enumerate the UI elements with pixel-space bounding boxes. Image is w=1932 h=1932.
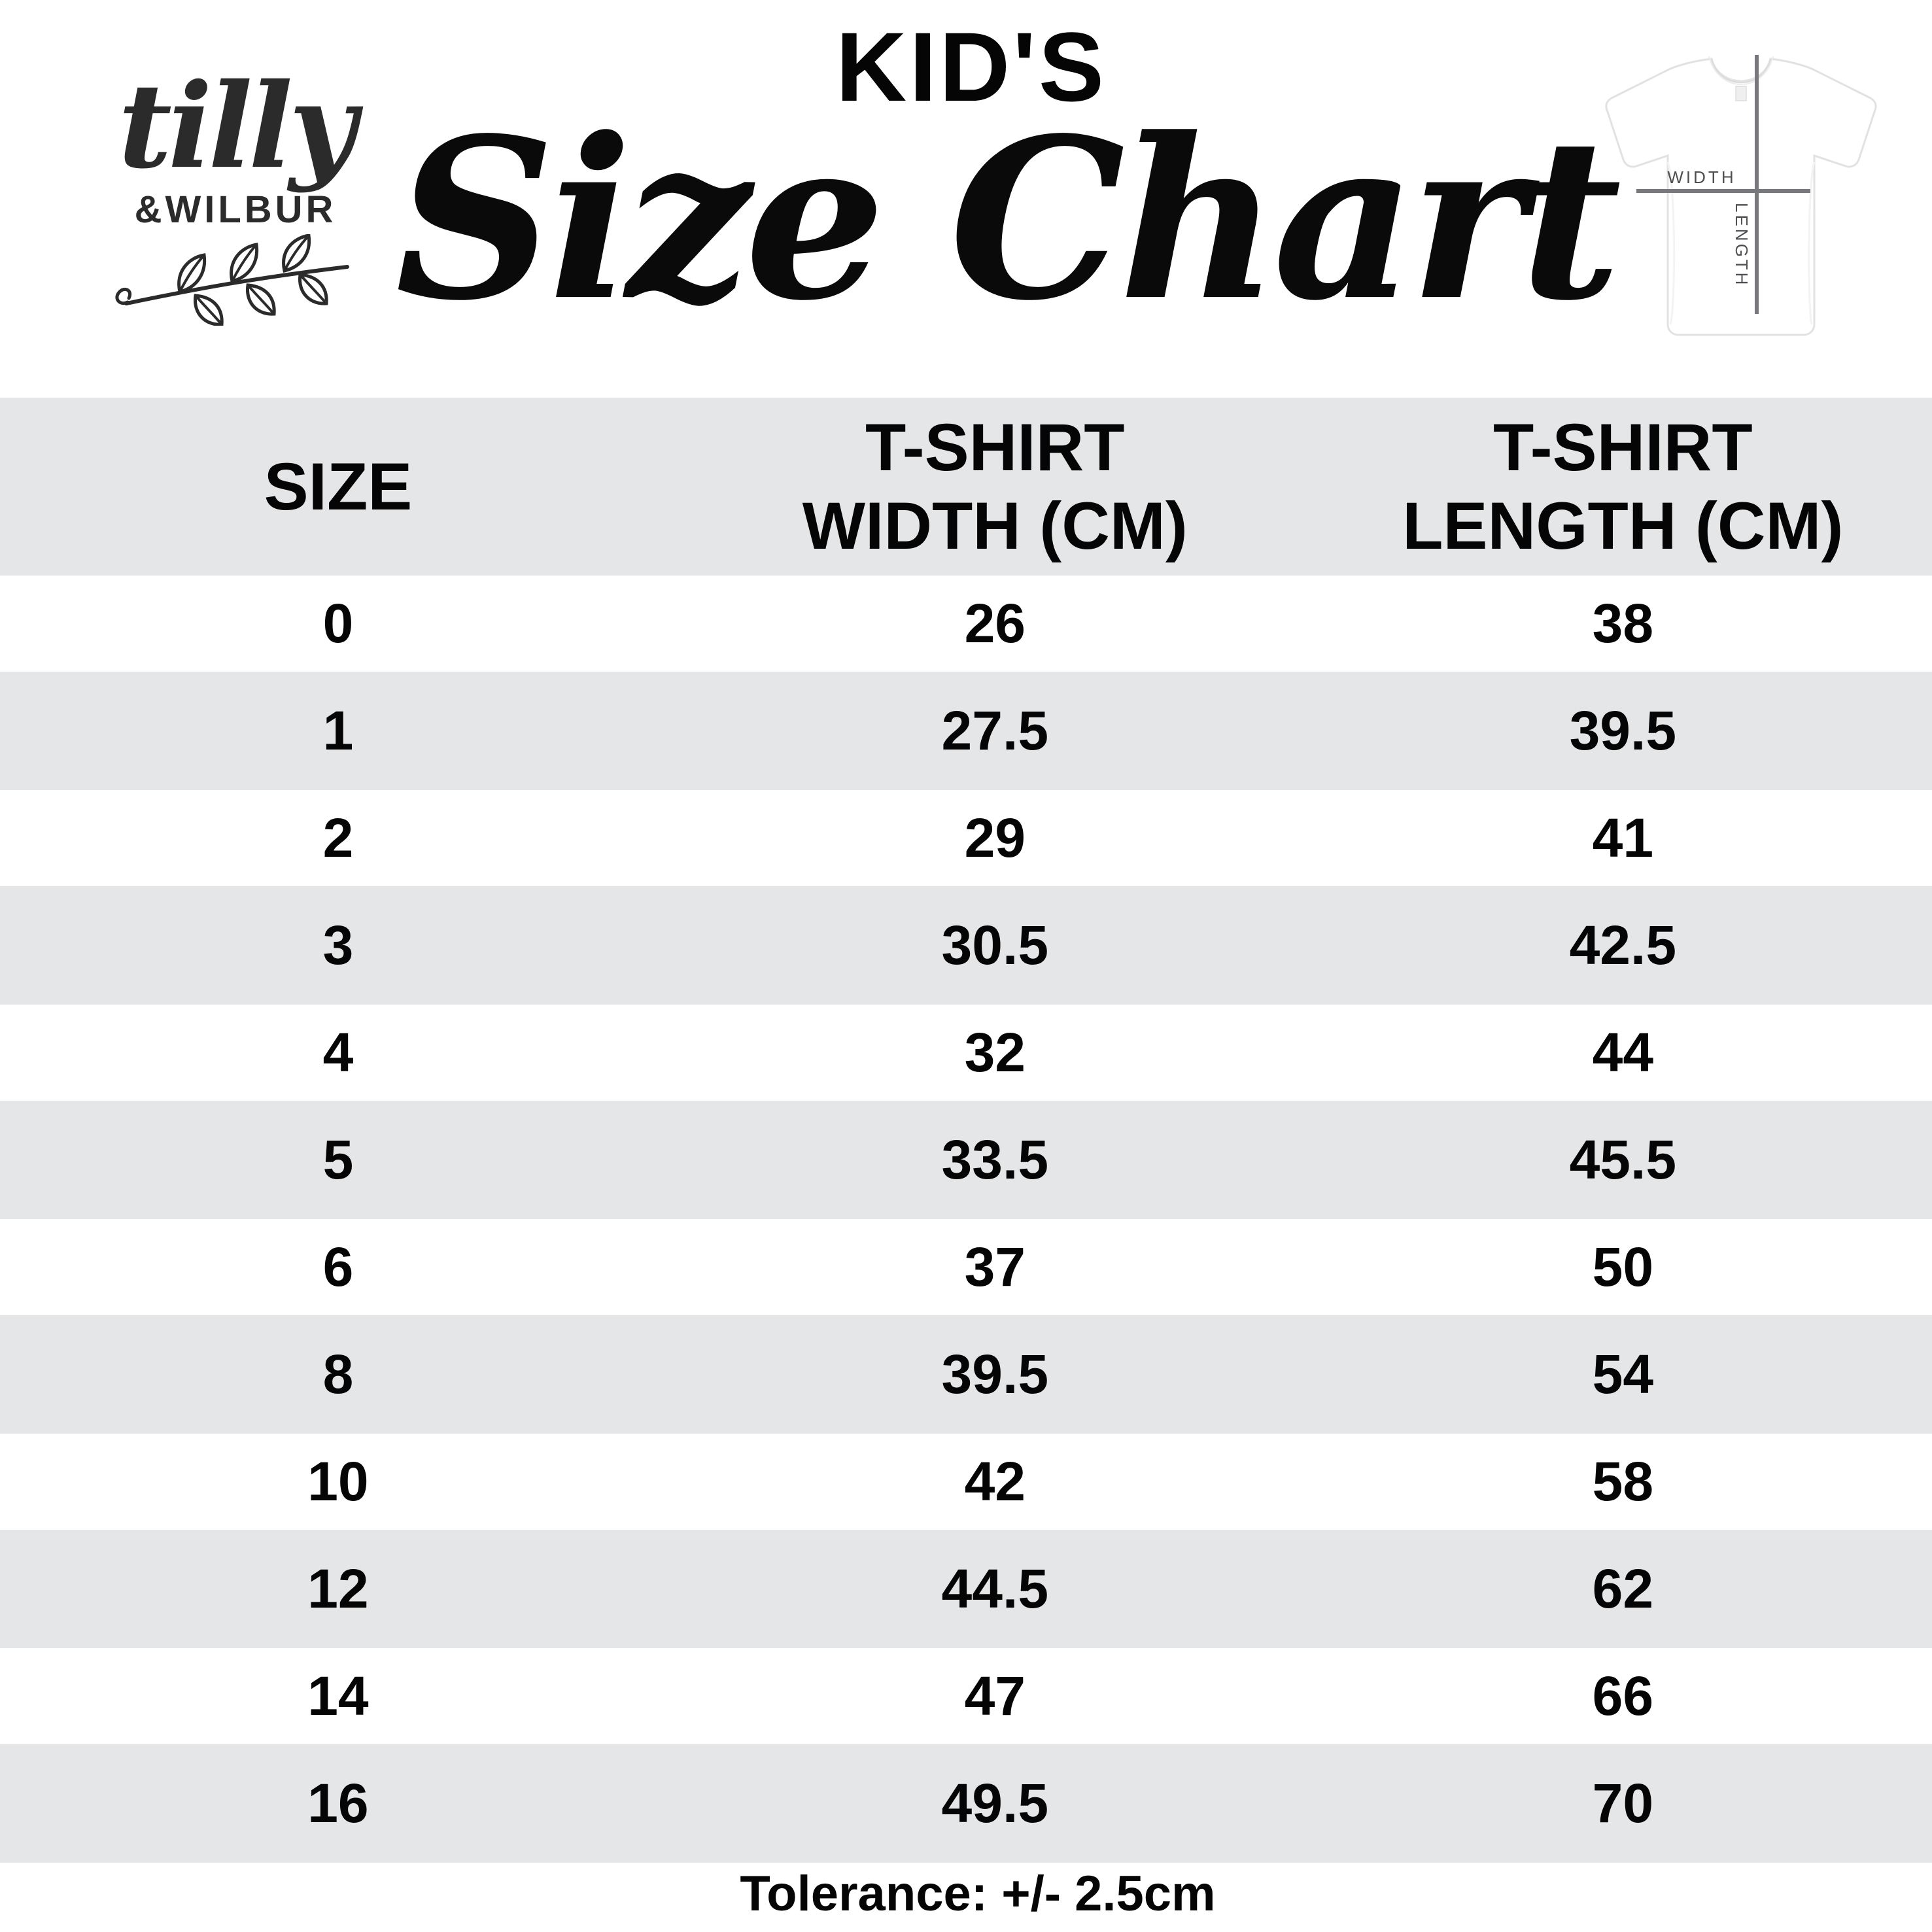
table-header-row: SIZE T-SHIRT WIDTH (CM) T-SHIRT LENGTH (… [0,398,1932,576]
cell-width: 37 [964,1236,1026,1298]
table-row: 2 29 41 [0,790,1932,886]
cell-length: 42.5 [1569,914,1677,976]
table-row: 3 30.5 42.5 [0,886,1932,1005]
cell-size: 6 [322,1236,354,1298]
cell-length: 54 [1592,1343,1654,1405]
cell-length: 62 [1592,1558,1654,1619]
column-header-width: T-SHIRT WIDTH (CM) [802,409,1188,563]
cell-width: 29 [964,807,1026,869]
cell-width: 42 [964,1451,1026,1512]
cell-width: 27.5 [941,700,1049,761]
cell-length: 58 [1592,1451,1654,1512]
brand-name-caps: &WILBUR [134,188,337,232]
table-row: 14 47 66 [0,1648,1932,1744]
table-row: 8 39.5 54 [0,1315,1932,1434]
cell-length: 39.5 [1569,700,1677,761]
cell-length: 66 [1592,1665,1654,1727]
cell-width: 30.5 [941,914,1049,976]
cell-length: 44 [1592,1022,1654,1083]
column-header-size: SIZE [264,449,413,524]
cell-size: 8 [322,1343,354,1405]
width-label: WIDTH [1667,167,1736,187]
table-row: 6 37 50 [0,1219,1932,1315]
cell-length: 70 [1592,1772,1654,1834]
cell-width: 44.5 [941,1558,1049,1619]
table-row: 16 49.5 70 [0,1744,1932,1863]
size-table: SIZE T-SHIRT WIDTH (CM) T-SHIRT LENGTH (… [0,398,1932,1863]
page-kicker: KID'S [835,12,1107,122]
column-header-length: T-SHIRT LENGTH (CM) [1402,409,1844,563]
table-row: 0 26 38 [0,576,1932,672]
cell-size: 12 [307,1558,369,1619]
cell-size: 5 [322,1129,354,1190]
cell-width: 49.5 [941,1772,1049,1834]
laurel-branch-icon [85,233,386,329]
length-label: LENGTH [1732,203,1751,287]
cell-size: 16 [307,1772,369,1834]
tshirt-diagram: WIDTH LENGTH [1571,31,1911,381]
table-row: 5 33.5 45.5 [0,1101,1932,1219]
table-row: 1 27.5 39.5 [0,672,1932,790]
cell-length: 38 [1592,593,1654,654]
tshirt-icon [1605,56,1877,336]
cell-size: 10 [307,1451,369,1512]
cell-size: 14 [307,1665,369,1727]
cell-length: 41 [1592,807,1654,869]
cell-size: 1 [322,700,354,761]
cell-size: 2 [322,807,354,869]
tolerance-note: Tolerance: +/- 2.5cm [740,1866,1216,1922]
brand-name-script: tilly [118,58,357,194]
cell-size: 0 [322,593,354,654]
cell-length: 45.5 [1569,1129,1677,1190]
cell-width: 32 [964,1022,1026,1083]
cell-width: 39.5 [941,1343,1049,1405]
cell-width: 33.5 [941,1129,1049,1190]
cell-size: 3 [322,914,354,976]
table-row: 12 44.5 62 [0,1530,1932,1648]
page-title: Size Chart [395,90,1621,349]
brand-logo: tilly &WILBUR [85,58,386,329]
table-row: 10 42 58 [0,1434,1932,1530]
cell-width: 26 [964,593,1026,654]
cell-length: 50 [1592,1236,1654,1298]
cell-width: 47 [964,1665,1026,1727]
cell-size: 4 [322,1022,354,1083]
table-row: 4 32 44 [0,1005,1932,1101]
